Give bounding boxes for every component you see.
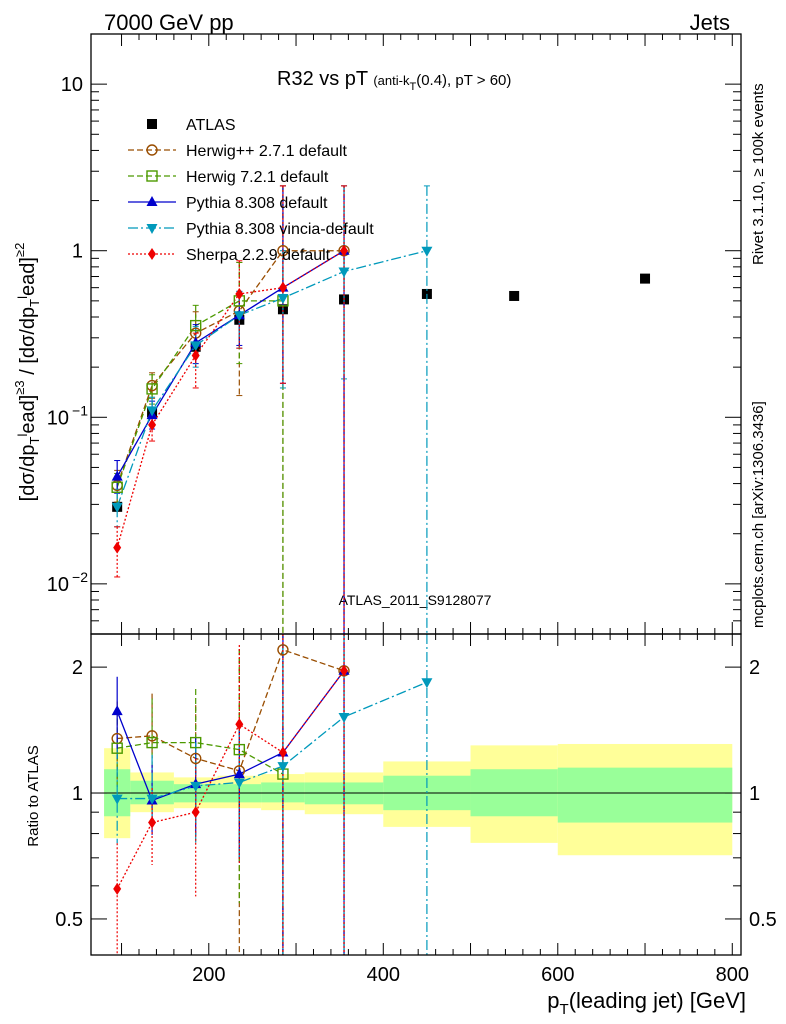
legend-marker-0 <box>147 119 157 129</box>
atlas-point-7 <box>509 290 520 301</box>
marker-s4-3 <box>235 287 244 300</box>
header-left: 7000 GeV pp <box>104 10 234 35</box>
ratio-marker-s1-3 <box>233 743 246 756</box>
marker-s3-3 <box>233 311 245 322</box>
legend-marker-4 <box>146 224 158 234</box>
ratio-marker-s3-2 <box>190 781 202 792</box>
ratio-line-0 <box>117 648 345 772</box>
marker-s3-5 <box>338 267 350 278</box>
ratio-marker-s4-4 <box>278 746 287 759</box>
x-tick-label-400: 400 <box>367 964 400 986</box>
ratio-marker-s3-6 <box>421 678 433 689</box>
ratio-marker-s4-2 <box>191 806 200 819</box>
marker-s2-0 <box>111 470 123 481</box>
ratio-y-axis-label: Ratio to ATLAS <box>25 745 42 846</box>
series-line-0 <box>116 250 345 486</box>
ratio-frame-box <box>90 633 742 956</box>
marker-s1-1 <box>146 383 158 395</box>
marker-s3-0 <box>111 502 123 513</box>
ratio-marker-s0-1 <box>146 730 158 742</box>
ratio-marker-s3-3 <box>233 778 245 789</box>
legend-marker-3 <box>146 196 158 206</box>
legend-label-2: Herwig 7.2.1 default <box>186 169 329 186</box>
ratio-marker-s0-2 <box>189 752 202 765</box>
ratio-line-2 <box>116 670 345 802</box>
y-tick-label-2: 1 <box>72 241 83 263</box>
x-axis-label: pT(leading jet) [GeV] <box>547 988 746 1018</box>
ratio-marker-s4-5 <box>340 664 349 677</box>
ratio-panel-frame: 200 400 600 800 0.5 0.5 1 1 2 2 <box>55 633 777 986</box>
legend-label-5: Sherpa 2.2.9 default <box>186 247 331 264</box>
ratio-marker-s0-4 <box>277 644 289 656</box>
ratio-y-tick-label-1: 1 <box>72 783 83 805</box>
ratio-marker-s1-0 <box>111 742 123 754</box>
ratio-marker-s3-4 <box>277 762 289 773</box>
legend-marker-2 <box>146 170 158 182</box>
marker-s1-2 <box>189 319 202 332</box>
band-green-8 <box>557 767 733 823</box>
series-line-4 <box>116 250 345 548</box>
header-right: Jets <box>690 10 730 35</box>
marker-s3-2 <box>190 341 202 352</box>
ratio-marker-s1-2 <box>189 736 202 749</box>
legend: ATLAS Herwig++ 2.7.1 default Herwig 7.2.1 … <box>128 117 374 264</box>
ratio-marker-s1-1 <box>146 736 158 749</box>
y-tick-exp-0: −2 <box>72 569 88 585</box>
marker-s3-6 <box>421 246 433 257</box>
legend-label-1: Herwig++ 2.7.1 default <box>186 143 348 160</box>
y-tick-label-0: 10 <box>47 574 69 596</box>
analysis-watermark: ATLAS_2011_S9128077 <box>339 592 492 608</box>
ratio-marker-s3-5 <box>338 712 350 723</box>
y-tick-label-3: 10 <box>61 74 83 96</box>
ratio-marker-s4-3 <box>235 718 244 731</box>
marker-s1-0 <box>111 481 123 493</box>
ratio-marker-s4-1 <box>148 816 157 829</box>
legend-label-4: Pythia 8.308 vincia-default <box>186 221 374 238</box>
ratio-marker-s4-0 <box>113 882 122 895</box>
ratio-y-tick-label-right-1: 1 <box>749 783 760 805</box>
marker-s4-1 <box>148 418 157 431</box>
marker-s4-0 <box>113 541 122 554</box>
marker-s3-1 <box>146 406 158 417</box>
legend-marker-1 <box>146 144 158 156</box>
marker-s4-4 <box>278 281 287 294</box>
y-tick-exp-1: −1 <box>72 402 88 418</box>
ratio-marker-s3-1 <box>146 794 158 805</box>
chart-title: R32 vs pT (anti-kT(0.4), pT > 60) <box>277 68 511 93</box>
marker-s4-2 <box>191 349 200 362</box>
y-axis-label: [dσ/dpTlead]≥3 / [dσ/dpTlead]≥2 <box>12 243 42 502</box>
marker-s0-4 <box>277 245 289 257</box>
ratio-y-tick-label-2: 2 <box>72 657 83 679</box>
atlas-point-8 <box>640 273 651 284</box>
legend-label-3: Pythia 8.308 default <box>186 195 328 212</box>
ratio-y-tick-label-right-2: 2 <box>749 657 760 679</box>
main-series-group <box>111 185 651 634</box>
ratio-marker-s2-3 <box>233 768 245 779</box>
marker-s4-5 <box>340 244 349 257</box>
x-tick-label-600: 600 <box>541 964 574 986</box>
legend-marker-5 <box>148 248 156 260</box>
mcplots-label: mcplots.cern.ch [arXiv:1306.3436] <box>750 401 767 628</box>
ratio-line-1 <box>117 741 284 775</box>
marker-s3-4 <box>277 294 289 305</box>
legend-label-0: ATLAS <box>186 117 236 134</box>
ratio-y-tick-label-right-0: 0.5 <box>749 909 777 931</box>
ratio-y-tick-label-0: 0.5 <box>55 909 83 931</box>
rivet-label: Rivet 3.1.10, ≥ 100k events <box>750 83 767 265</box>
y-tick-label-1: 10 <box>47 407 69 429</box>
ratio-line-4 <box>116 670 345 890</box>
x-tick-label-200: 200 <box>192 964 225 986</box>
ratio-series-group <box>111 634 433 955</box>
x-tick-label-800: 800 <box>716 964 749 986</box>
ratio-marker-s2-0 <box>111 705 123 716</box>
ratio-marker-s3-0 <box>111 794 123 805</box>
